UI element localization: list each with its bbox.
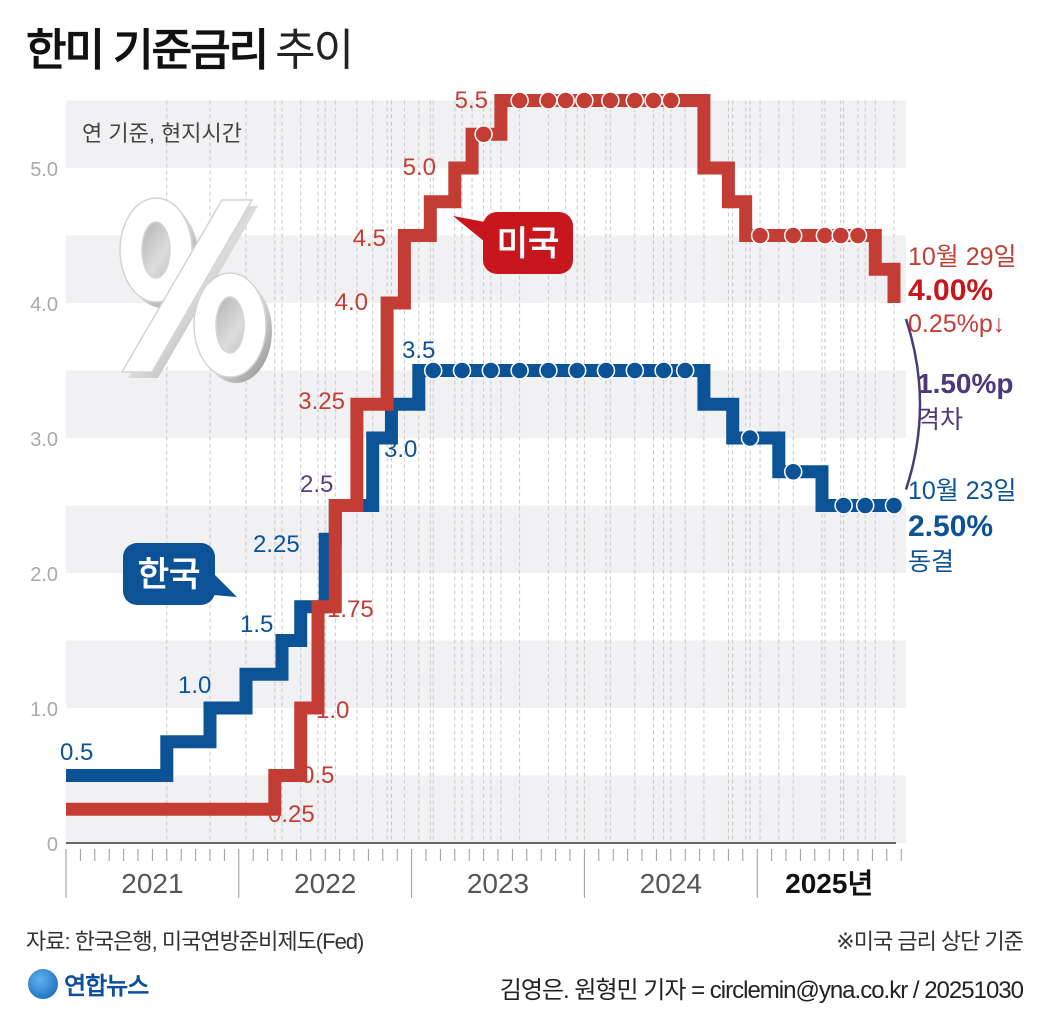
- korea-callout-box: [123, 543, 215, 605]
- series-line-us: [66, 94, 901, 816]
- korea-final-value: 2.50%: [908, 510, 993, 543]
- y-tick-label: 4.0: [30, 294, 58, 316]
- data-label: 1.75: [327, 596, 374, 623]
- hold-marker: [481, 361, 501, 380]
- data-label: 0.5: [60, 739, 93, 766]
- us-final-date: 10월 29일: [908, 243, 1017, 271]
- grid-band: [66, 640, 906, 708]
- hold-marker: [474, 125, 493, 144]
- chart-subtitle: 연 기준, 현지시간: [82, 121, 242, 146]
- source-text: 자료: 한국은행, 미국연방준비제도(Fed): [26, 929, 364, 954]
- shared-data-label: 2.5: [300, 471, 333, 498]
- rate-chart: 연 기준, 현지시간 0 1.0 2.0 3.0 4.0 5.0 2021 2022 2023…: [30, 87, 1017, 899]
- korea-final-date: 10월 23일: [908, 477, 1017, 505]
- x-axis: 2021 2022 2023 2024 2025년: [65, 842, 902, 899]
- page-title: 한미 기준금리 추이: [26, 14, 354, 78]
- data-label: 3.25: [298, 388, 345, 415]
- hold-marker: [567, 361, 587, 380]
- hold-marker: [575, 91, 594, 110]
- grid-bands: [66, 100, 906, 843]
- data-label: 5.5: [455, 87, 488, 114]
- korea-callout: 한국: [123, 543, 237, 605]
- data-label: 1.0: [178, 672, 211, 699]
- data-label: 5.0: [403, 154, 436, 181]
- hold-marker: [452, 361, 472, 380]
- us-callout-box: [483, 212, 573, 274]
- logo: 연합뉴스: [28, 966, 149, 1001]
- y-tick-label: 3.0: [30, 429, 58, 451]
- y-tick-label: 0: [47, 834, 58, 856]
- yonhap-logo-icon: [28, 968, 58, 999]
- data-label: 3.0: [384, 436, 417, 463]
- us-callout-tail: [453, 216, 485, 242]
- month-gridlines: [166, 100, 895, 843]
- hold-marker: [740, 428, 760, 448]
- grid-band: [66, 370, 906, 438]
- gap-label: 격차: [917, 406, 963, 434]
- y-tick-label: 2.0: [30, 564, 58, 586]
- hold-marker: [783, 462, 803, 481]
- title-light: 추이: [275, 26, 354, 75]
- hold-marker: [848, 226, 868, 245]
- data-label: 4.5: [353, 225, 386, 252]
- note-text: ※미국 금리 상단 기준: [836, 929, 1024, 954]
- logo-text: 연합뉴스: [64, 973, 149, 1000]
- korea-callout-tail: [213, 573, 237, 597]
- data-label: 0.5: [301, 762, 334, 789]
- data-label: 1.0: [316, 697, 349, 724]
- y-tick-label: 5.0: [30, 159, 58, 181]
- data-label: 3.5: [402, 337, 435, 364]
- us-callout: 미국: [453, 212, 573, 274]
- hold-marker: [654, 361, 673, 380]
- korea-callout-text: 한국: [138, 556, 201, 594]
- data-label: 4.0: [335, 289, 368, 316]
- hold-marker: [601, 91, 620, 110]
- korea-final-note: 동결: [908, 548, 954, 576]
- percent-icon: [119, 197, 272, 383]
- hold-marker: [884, 496, 904, 515]
- hold-marker: [644, 91, 663, 110]
- year-label: 2022: [294, 868, 356, 899]
- credit-text: 김영은. 원형민 기자 = circlemin@yna.co.kr / 2025…: [499, 977, 1024, 1004]
- hold-marker: [539, 361, 558, 380]
- hold-marker: [661, 91, 681, 110]
- hold-marker: [625, 91, 645, 110]
- hold-marker: [539, 91, 558, 110]
- hold-marker: [834, 496, 853, 515]
- us-callout-text: 미국: [497, 225, 560, 263]
- hold-marker: [596, 361, 616, 380]
- hold-marker: [831, 226, 850, 245]
- hold-marker: [556, 91, 575, 110]
- y-tick-label: 1.0: [30, 699, 58, 721]
- gap-value: 1.50%p: [917, 368, 1014, 399]
- year-label: 2021: [121, 868, 183, 899]
- y-axis: 0 1.0 2.0 3.0 4.0 5.0: [30, 159, 58, 856]
- hold-marker: [750, 226, 770, 245]
- series-layer: [66, 91, 904, 816]
- hold-marker: [510, 361, 529, 380]
- data-label: 1.5: [240, 611, 273, 638]
- title-bold: 한미 기준금리: [26, 26, 269, 75]
- hold-marker: [423, 361, 443, 380]
- hold-marker: [815, 226, 835, 245]
- year-label: 2025년: [785, 868, 873, 899]
- hold-marker: [625, 361, 645, 380]
- hold-marker: [675, 361, 695, 380]
- year-label: 2024: [640, 868, 702, 899]
- us-final-note: 0.25%p↓: [908, 310, 1005, 338]
- hold-marker: [510, 91, 529, 110]
- year-label: 2023: [467, 868, 529, 899]
- data-label: 0.25: [268, 801, 315, 828]
- hold-marker: [855, 496, 875, 515]
- us-final-value: 4.00%: [908, 274, 993, 307]
- data-labels: 0.5 1.0 1.5 2.25 2.5 3.0 3.5 0.25 0.5 1.0 1.75 3.25…: [60, 87, 488, 828]
- gap-bracket: [904, 318, 922, 490]
- hold-marker: [783, 226, 803, 245]
- data-label: 2.25: [253, 531, 300, 558]
